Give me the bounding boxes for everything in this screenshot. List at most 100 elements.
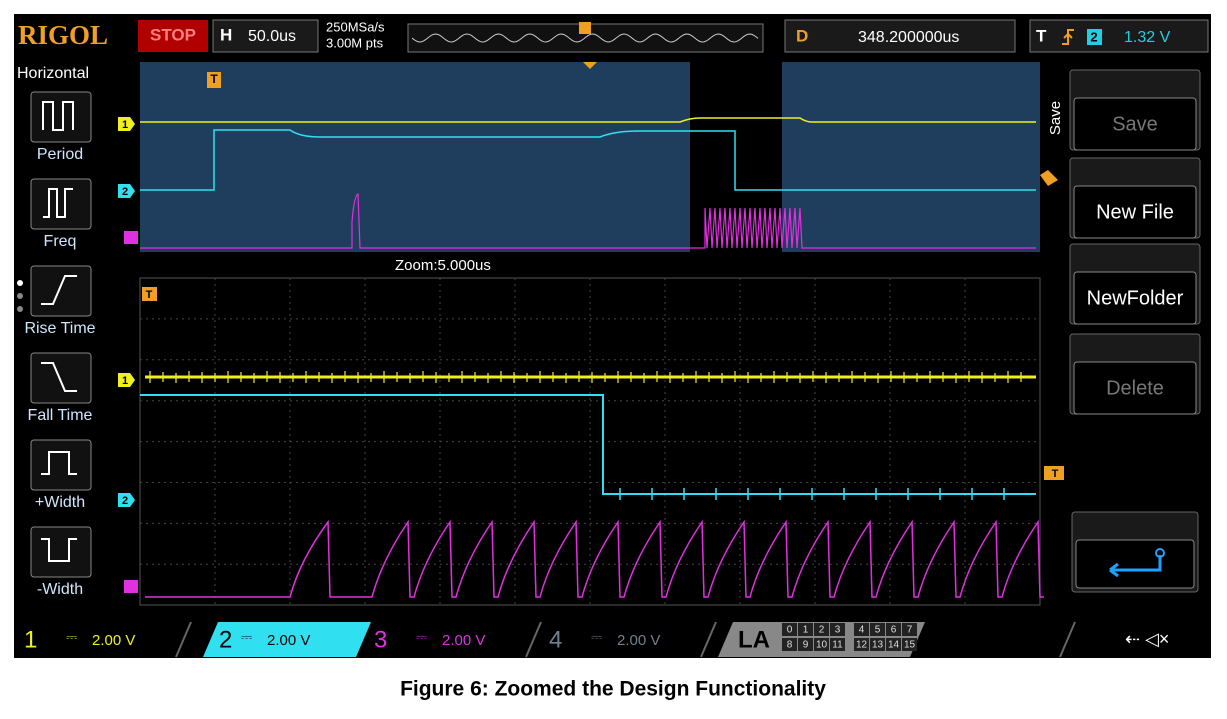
digital-channel: 12: [856, 640, 868, 651]
digital-channel: 0: [787, 625, 793, 636]
channel-number: 3: [374, 626, 387, 653]
back-icon: [1109, 555, 1162, 578]
ch2-marker-label: 2: [122, 495, 128, 507]
coupling-icon: ⎓: [416, 629, 427, 645]
menu-button[interactable]: [1073, 185, 1197, 239]
menu-item: Freq: [44, 233, 77, 250]
timebase-box[interactable]: [212, 19, 319, 53]
digital-channel: 2: [819, 625, 825, 636]
menu-item: Period: [37, 146, 83, 163]
trace: [140, 193, 1036, 249]
menu-button[interactable]: [30, 352, 92, 404]
digital-cell: [870, 638, 885, 651]
channel-number: 4: [549, 626, 562, 653]
digital-cell: [814, 623, 829, 636]
digital-channel: 1: [803, 625, 809, 636]
brand: RIGOL: [18, 20, 108, 50]
digital-cell: [798, 623, 813, 636]
menu-button[interactable]: [30, 178, 92, 230]
back-button-inner[interactable]: [1075, 539, 1195, 589]
channel-bar: 1 ⎓ 2.00 V 2 ⎓ 2.00 V 3 ⎓ 2.00 V 4 ⎓ 2.00 V LA 0 1 2 3 4 5…: [24, 621, 1076, 658]
menu-item: Rise Time: [24, 320, 95, 337]
digital-cell: [798, 638, 813, 651]
menu-button[interactable]: [30, 91, 92, 143]
ch1-marker-label: 1: [122, 375, 128, 387]
waveforms: 1 2 1 2 T T: [118, 117, 1064, 598]
trace: [145, 519, 1044, 598]
menu-item: +Width: [35, 494, 85, 511]
digital-channel: 8: [787, 640, 793, 651]
channel-divider: [700, 621, 717, 658]
ch3-marker: [124, 231, 138, 244]
caption: Figure 6: Zoomed the Design Functionalit…: [400, 678, 826, 701]
overview-window: [140, 62, 1040, 252]
menu-item: Fall Time: [28, 407, 93, 424]
digital-cell: [886, 623, 901, 636]
channel-scale[interactable]: 2.00 V: [267, 632, 310, 649]
menu-icon: [42, 101, 74, 131]
digital-channel: 11: [832, 640, 843, 651]
digital-cell: [886, 638, 901, 651]
trigger-source-box: [1087, 29, 1102, 45]
sample-rate: 250MSa/s: [326, 19, 385, 34]
channel-scale[interactable]: 2.00 V: [617, 632, 660, 649]
menu-icon: [41, 275, 77, 305]
la-label: LA: [738, 626, 770, 653]
memory-trigger: [579, 22, 591, 34]
ch2-marker: [118, 184, 135, 198]
trace: [140, 129, 1036, 191]
digital-cell: [782, 638, 797, 651]
menu-button[interactable]: [30, 265, 92, 317]
menu-button[interactable]: [30, 526, 92, 578]
channel-number: 1: [24, 626, 37, 653]
menu-title: Save: [1047, 101, 1064, 135]
channel-highlight[interactable]: [203, 622, 371, 657]
trigger-source: 2: [1090, 29, 1097, 44]
digital-channel: 5: [875, 625, 881, 636]
ch1-marker: [118, 117, 135, 131]
timebase: 50.0us: [248, 28, 296, 45]
trigger-marker: [142, 287, 157, 301]
ch1-marker: [118, 373, 135, 387]
delay: 348.200000us: [858, 29, 959, 46]
menu-button[interactable]: [1073, 361, 1197, 415]
delay-box[interactable]: [784, 19, 1016, 53]
digital-channel: 9: [803, 640, 809, 651]
button-label: Save: [1112, 113, 1158, 135]
trace: [619, 488, 1005, 500]
trigger-box[interactable]: [1029, 19, 1209, 53]
button-label: Delete: [1106, 377, 1164, 399]
channel-divider: [525, 621, 542, 658]
trigger-pos: [583, 62, 597, 69]
menu-button[interactable]: [1073, 97, 1197, 151]
coupling-icon: ⎓: [591, 629, 602, 645]
menu-button[interactable]: [1073, 271, 1197, 325]
button-label: New File: [1096, 201, 1174, 223]
menu-title: Horizontal: [17, 65, 89, 82]
digital-cell: [782, 623, 797, 636]
trigger-level-label: T: [1052, 468, 1059, 480]
menu-icon: [41, 362, 77, 392]
channel-scale[interactable]: 2.00 V: [92, 632, 135, 649]
channel-scale[interactable]: 2.00 V: [442, 632, 485, 649]
edge-icon: [1062, 29, 1074, 45]
trigger-marker-label: T: [210, 72, 218, 86]
digital-cell: [854, 638, 869, 651]
menu-button[interactable]: [30, 439, 92, 491]
channel-divider: [175, 621, 192, 658]
digital-channel: 6: [891, 625, 897, 636]
digital-channel: 15: [904, 640, 916, 651]
page-dot: [17, 306, 23, 312]
page-dot: [17, 293, 23, 299]
digital-channel: 4: [859, 625, 865, 636]
trace: [140, 394, 1036, 495]
trace: [149, 371, 1022, 383]
status-box[interactable]: [138, 20, 208, 52]
digital-channel: 13: [872, 640, 884, 651]
timebase-label: H: [220, 25, 232, 44]
channel-divider: [1059, 621, 1076, 658]
memory-wave: [411, 33, 759, 43]
digital-cell: [902, 623, 917, 636]
digital-cell: [902, 638, 917, 651]
